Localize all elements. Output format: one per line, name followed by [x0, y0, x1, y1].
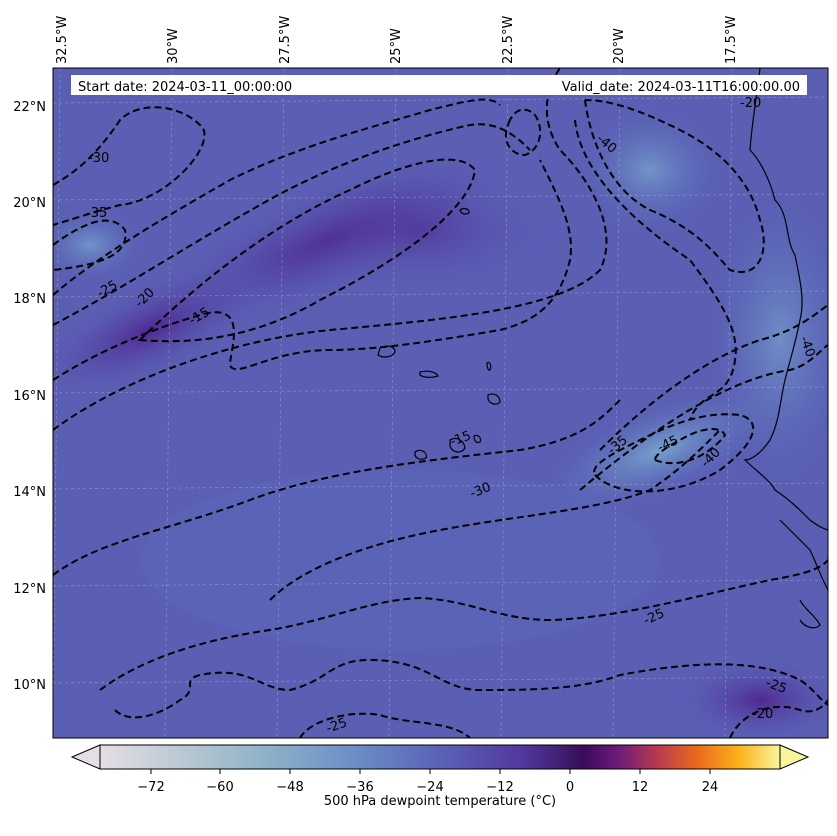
coastlines: [377, 68, 828, 629]
lat-tick-label: 14°N: [13, 485, 46, 500]
colorbar-tick-label: −60: [206, 780, 233, 795]
colorbar-ticks: [150, 769, 711, 774]
lat-tick-label: 20°N: [13, 196, 46, 211]
start-date-text: Start date: 2024-03-11_00:00:00: [78, 80, 292, 95]
colorbar-tick-label: −12: [486, 780, 513, 795]
colorbar-tick-label: −48: [276, 780, 303, 795]
contour-label: -35: [86, 206, 107, 221]
lon-tick-label: 27.5°W: [278, 16, 293, 64]
lon-tick-label: 30°W: [166, 28, 181, 64]
longitude-axis: 32.5°W 30°W 27.5°W 25°W 22.5°W 20°W 17.5…: [55, 16, 739, 64]
colorbar-tick-label: −24: [416, 780, 443, 795]
graticule: [53, 68, 828, 738]
map-frame: [52, 67, 829, 739]
lat-tick-label: 22°N: [13, 100, 46, 115]
lat-tick-label: 16°N: [13, 389, 46, 404]
lon-tick-label: 17.5°W: [724, 16, 739, 64]
contour-label: -15: [448, 428, 473, 449]
lon-tick-label: 32.5°W: [55, 16, 70, 64]
contour-label: -25: [764, 676, 789, 697]
contour-label: -30: [88, 151, 109, 166]
lon-tick-label: 20°W: [612, 28, 627, 64]
header-box: [71, 75, 807, 95]
lat-tick-label: 18°N: [13, 292, 46, 307]
colorbar-tick-label: 0: [566, 780, 574, 795]
colorbar-tick-label: −36: [346, 780, 373, 795]
valid-date-text: Valid_date: 2024-03-11T16:00:00.00: [562, 80, 800, 95]
colorbar-tick-label: 24: [702, 780, 719, 795]
colorbar-extend-low: [70, 744, 101, 770]
latitude-axis: 22°N 20°N 18°N 16°N 14°N 12°N 10°N: [13, 100, 46, 693]
colorbar-bar: [99, 744, 781, 770]
contour-label: -20: [740, 96, 761, 111]
lon-tick-label: 25°W: [389, 28, 404, 64]
dewpoint-field: [53, 68, 828, 738]
colorbar-extend-high: [779, 744, 810, 770]
contour-label: -30: [468, 480, 493, 502]
contour-label: -20: [752, 707, 773, 722]
lat-tick-label: 10°N: [13, 678, 46, 693]
contour-label: -40: [796, 334, 817, 359]
colorbar-tick-label: 12: [632, 780, 649, 795]
contour-label: -25: [324, 715, 349, 736]
colorbar-tick-label: −72: [137, 780, 164, 795]
colorbar-title: 500 hPa dewpoint temperature (°C): [324, 794, 556, 809]
colorbar: −72 −60 −48 −36 −24 −12 0 12 24 500 hPa …: [70, 744, 810, 809]
lat-tick-label: 12°N: [13, 582, 46, 597]
lon-tick-label: 22.5°W: [501, 16, 516, 64]
contour-lines: [53, 68, 828, 738]
